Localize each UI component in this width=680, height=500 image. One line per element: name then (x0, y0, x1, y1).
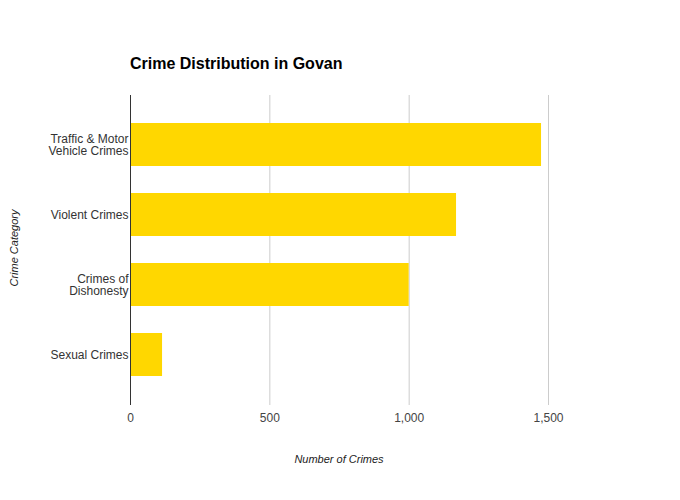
svg-text:0: 0 (127, 411, 134, 425)
html-text:Number of Crimes: Number of Crimes (294, 453, 384, 465)
svg-text:1,000: 1,000 (394, 411, 424, 425)
svg-text:500: 500 (260, 411, 280, 425)
svg-text:Sexual Crimes: Sexual Crimes (50, 348, 128, 362)
svg-text:Traffic & MotorVehicle Crimes: Traffic & MotorVehicle Crimes (48, 132, 128, 158)
html-text:Crime Distribution in Govan: Crime Distribution in Govan (130, 55, 343, 72)
svg-text:1,500: 1,500 (533, 411, 563, 425)
svg-text:Crimes ofDishonesty: Crimes ofDishonesty (69, 272, 129, 298)
html-text:Crime Category: Crime Category (8, 209, 20, 287)
svg-text:Violent Crimes: Violent Crimes (51, 208, 129, 222)
